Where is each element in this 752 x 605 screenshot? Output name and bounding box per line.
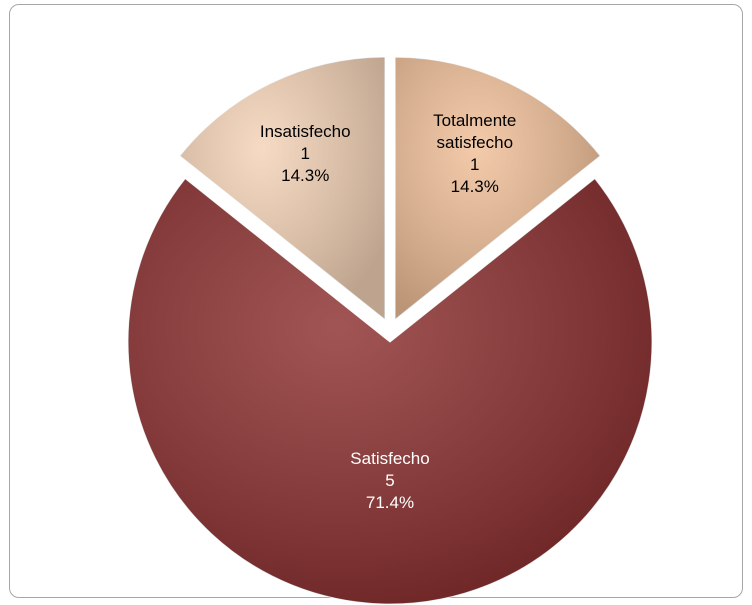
percentage-label: 14.3%	[450, 176, 499, 196]
percentage-label: 14.3%	[281, 165, 330, 185]
data-label: Insatisfecho 1 14.3%	[245, 121, 365, 187]
slice-shade	[395, 57, 601, 320]
value-label: 1	[300, 143, 310, 163]
value-label: 5	[385, 470, 395, 490]
value-label: 1	[470, 154, 480, 174]
slice-shade	[127, 178, 652, 604]
slice-shade	[179, 57, 385, 320]
category-label: Satisfecho	[350, 448, 430, 468]
category-label: Insatisfecho	[259, 121, 351, 141]
data-label: Totalmente satisfecho 1 14.3%	[415, 110, 535, 198]
percentage-label: 71.4%	[365, 492, 415, 512]
category-label: Totalmente satisfecho	[433, 110, 517, 152]
data-label: Satisfecho 5 71.4%	[330, 448, 450, 514]
